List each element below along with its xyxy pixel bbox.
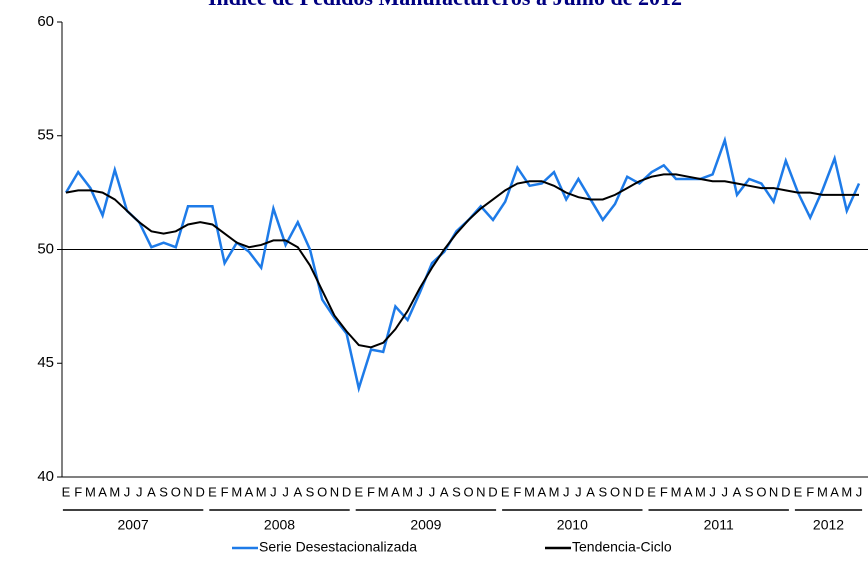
x-tick-label: A (684, 484, 693, 499)
x-tick-label: N (769, 484, 778, 499)
year-label: 2012 (813, 517, 844, 533)
x-tick-label: M (109, 484, 120, 499)
x-tick-label: M (378, 484, 389, 499)
x-tick-label: O (756, 484, 766, 499)
x-tick-label: E (501, 484, 510, 499)
x-tick-label: A (147, 484, 156, 499)
x-tick-label: O (171, 484, 181, 499)
x-tick-label: E (62, 484, 71, 499)
x-tick-label: O (610, 484, 620, 499)
x-tick-label: M (524, 484, 535, 499)
x-tick-label: F (221, 484, 229, 499)
x-tick-label: A (98, 484, 107, 499)
x-tick-label: M (671, 484, 682, 499)
x-tick-label: N (183, 484, 192, 499)
x-tick-label: M (549, 484, 560, 499)
y-tick-label: 60 (37, 13, 54, 30)
x-tick-label: D (342, 484, 351, 499)
x-tick-label: M (231, 484, 242, 499)
x-tick-label: A (586, 484, 595, 499)
x-tick-label: J (575, 484, 582, 499)
year-label: 2011 (704, 517, 734, 533)
x-tick-label: J (563, 484, 570, 499)
x-tick-label: A (440, 484, 449, 499)
x-tick-label: M (695, 484, 706, 499)
x-tick-label: A (733, 484, 742, 499)
x-tick-label: J (429, 484, 436, 499)
x-tick-label: J (270, 484, 277, 499)
x-tick-label: E (794, 484, 803, 499)
y-tick-label: 55 (37, 127, 54, 144)
x-tick-label: M (817, 484, 828, 499)
y-tick-label: 45 (37, 354, 54, 371)
x-tick-label: S (452, 484, 461, 499)
year-label: 2008 (264, 517, 295, 533)
x-tick-label: E (208, 484, 217, 499)
x-tick-label: F (660, 484, 668, 499)
x-tick-label: A (245, 484, 254, 499)
x-tick-label: D (781, 484, 790, 499)
x-tick-label: A (293, 484, 302, 499)
chart-title: Índice de Pedidos Manufactureros a Junio… (208, 0, 682, 10)
x-tick-label: O (317, 484, 327, 499)
x-tick-label: F (513, 484, 521, 499)
x-tick-label: M (256, 484, 267, 499)
legend-label: Tendencia-Ciclo (572, 539, 672, 555)
y-tick-label: 50 (37, 240, 54, 257)
x-tick-label: E (354, 484, 363, 499)
x-tick-label: S (745, 484, 754, 499)
year-label: 2009 (410, 517, 441, 533)
x-tick-label: D (488, 484, 497, 499)
x-tick-label: J (722, 484, 729, 499)
x-tick-label: D (196, 484, 205, 499)
x-tick-label: M (85, 484, 96, 499)
x-tick-label: F (806, 484, 814, 499)
year-label: 2007 (118, 517, 149, 533)
x-tick-label: S (598, 484, 607, 499)
x-tick-label: J (282, 484, 289, 499)
x-tick-label: J (417, 484, 424, 499)
x-tick-label: S (159, 484, 168, 499)
x-tick-label: F (367, 484, 375, 499)
x-tick-label: J (709, 484, 716, 499)
x-tick-label: E (647, 484, 656, 499)
x-tick-label: N (330, 484, 339, 499)
legend-label: Serie Desestacionalizada (259, 539, 417, 555)
x-tick-label: N (476, 484, 485, 499)
x-tick-label: J (136, 484, 143, 499)
x-tick-label: D (635, 484, 644, 499)
x-tick-label: N (623, 484, 632, 499)
x-tick-label: J (124, 484, 131, 499)
x-tick-label: M (841, 484, 852, 499)
x-tick-label: A (537, 484, 546, 499)
series-line (64, 135, 861, 394)
year-label: 2010 (557, 517, 588, 533)
y-tick-label: 40 (37, 468, 54, 485)
x-tick-label: J (856, 484, 863, 499)
x-tick-label: A (391, 484, 400, 499)
series-line (65, 173, 859, 349)
x-tick-label: S (306, 484, 315, 499)
x-tick-label: A (830, 484, 839, 499)
x-tick-label: M (402, 484, 413, 499)
x-tick-label: O (464, 484, 474, 499)
x-tick-label: F (74, 484, 82, 499)
